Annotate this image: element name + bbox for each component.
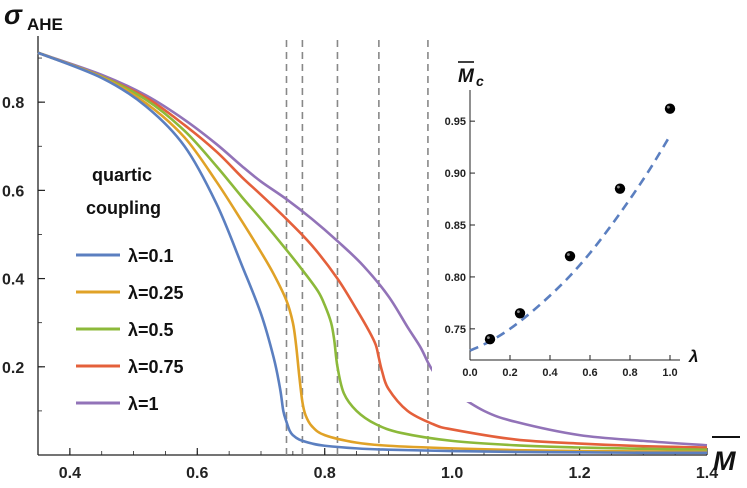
inset-y-tick-label: 0.90 bbox=[445, 168, 466, 180]
inset-y-tick-label: 0.80 bbox=[445, 272, 466, 284]
inset-x-tick-label: 0.2 bbox=[502, 367, 517, 379]
inset-y-label: M bbox=[458, 66, 475, 87]
inset-data-point-highlight bbox=[567, 253, 570, 256]
inset-x-tick-label: 0.8 bbox=[622, 367, 637, 379]
legend-label: λ=0.5 bbox=[128, 320, 174, 340]
inset-y-tick-label: 0.75 bbox=[445, 324, 466, 336]
main-y-tick-label: 0.6 bbox=[2, 183, 24, 200]
legend: quartic coupling λ=0.1 λ=0.25 λ=0.5 λ=0.75 λ… bbox=[76, 165, 184, 414]
series-line-0.25 bbox=[37, 51, 708, 454]
main-x-tick-label: 1.0 bbox=[441, 465, 463, 482]
main-x-tick-label: 1.2 bbox=[568, 465, 590, 482]
legend-label: λ=1 bbox=[128, 394, 159, 414]
legend-title-line1: quartic bbox=[92, 165, 152, 185]
legend-title-line2: coupling bbox=[86, 198, 161, 218]
inset-data-point bbox=[564, 250, 576, 262]
inset-data-point-highlight bbox=[617, 185, 620, 189]
main-x-tick-label: 0.6 bbox=[186, 465, 208, 482]
inset-data-point bbox=[664, 103, 676, 114]
main-y-tick-label: 0.8 bbox=[2, 95, 24, 112]
series-line-0.5 bbox=[37, 51, 708, 452]
main-x-tick-label: 0.8 bbox=[314, 465, 336, 482]
series-line-0.75 bbox=[37, 51, 708, 449]
main-x-label: M bbox=[713, 446, 736, 476]
legend-label: λ=0.25 bbox=[128, 283, 184, 303]
main-y-label: σ bbox=[4, 0, 23, 30]
inset-x-tick-label: 0.0 bbox=[462, 367, 477, 379]
inset-fit-curve bbox=[469, 135, 672, 352]
inset-x-label: λ bbox=[688, 347, 698, 366]
series-line-0.1 bbox=[37, 51, 708, 455]
inset-x-tick-label: 1.0 bbox=[662, 367, 677, 379]
main-x-tick-label: 0.4 bbox=[59, 465, 81, 482]
inset-data-point-highlight bbox=[517, 310, 520, 314]
inset-background bbox=[432, 52, 694, 402]
inset-y-label-sub: c bbox=[476, 73, 484, 89]
inset-data-point bbox=[514, 308, 526, 319]
main-y-tick-label: 0.4 bbox=[2, 272, 24, 289]
legend-label: λ=0.1 bbox=[128, 246, 174, 266]
inset-x-tick-label: 0.4 bbox=[542, 367, 558, 379]
inset-x-tick-label: 0.6 bbox=[582, 367, 597, 379]
main-y-tick-label: 0.2 bbox=[2, 360, 24, 377]
series-line-1 bbox=[37, 51, 708, 447]
inset-data-point bbox=[484, 334, 496, 345]
inset-data-point-highlight bbox=[487, 336, 490, 340]
inset-data-point bbox=[614, 183, 626, 194]
inset-y-tick-label: 0.85 bbox=[445, 220, 466, 232]
inset-y-tick-label: 0.95 bbox=[445, 116, 466, 128]
legend-label: λ=0.75 bbox=[128, 357, 184, 377]
inset-data-point-highlight bbox=[667, 105, 670, 109]
main-x-tick-label: 1.4 bbox=[696, 465, 718, 482]
main-y-label-sub: AHE bbox=[27, 15, 63, 34]
